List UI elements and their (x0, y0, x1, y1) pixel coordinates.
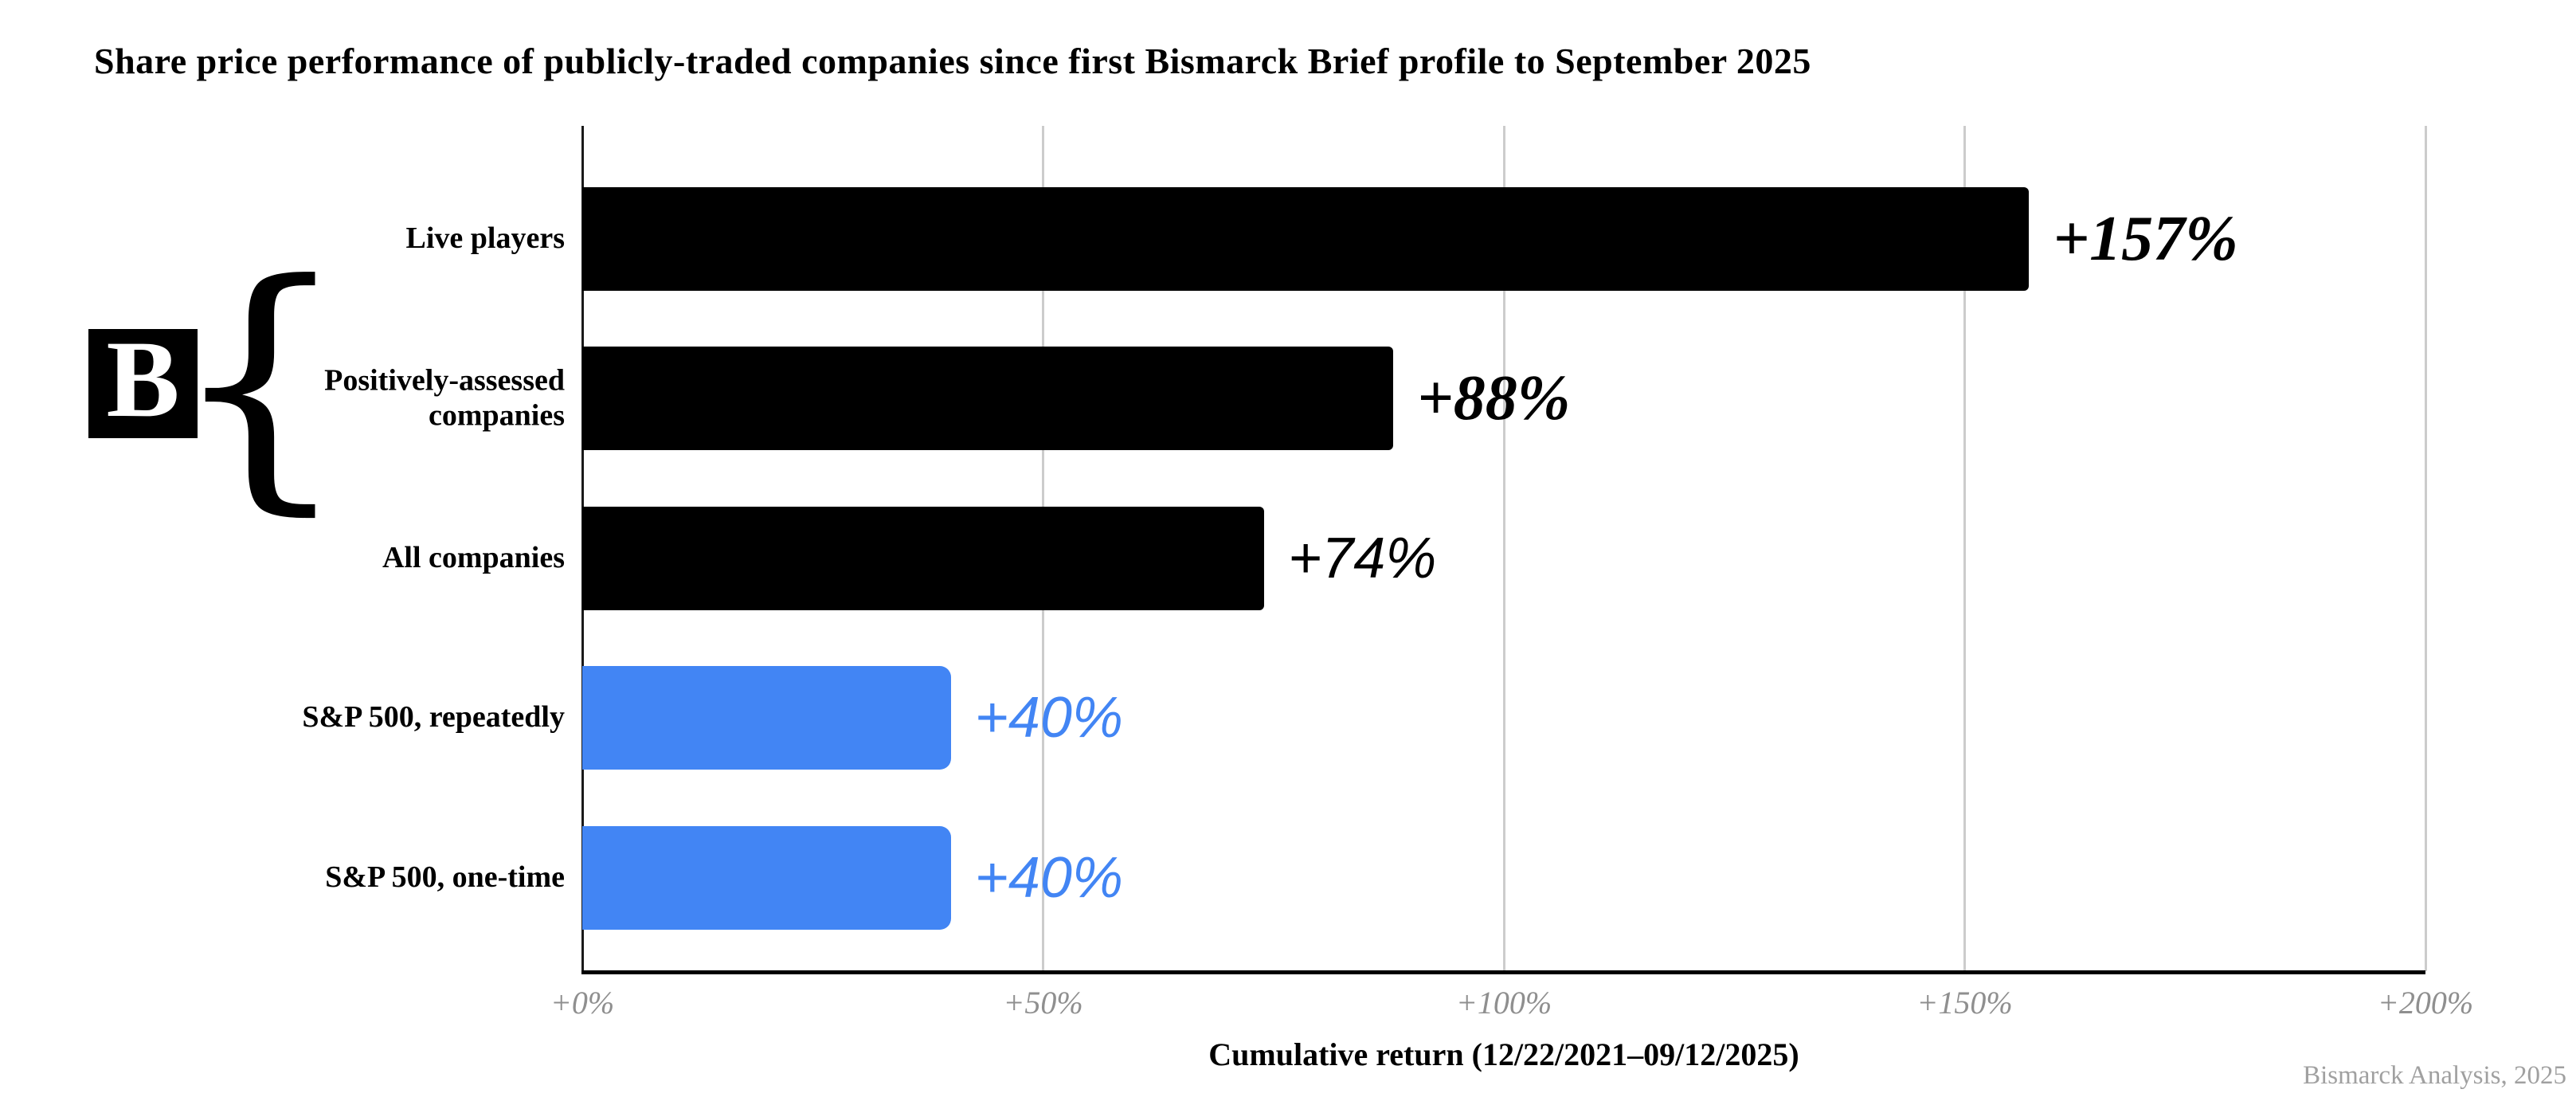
x-axis-baseline (581, 970, 2425, 974)
bar-live-players (582, 187, 2030, 291)
value-label-all-companies: +74% (1288, 527, 1437, 590)
chart-title: Share price performance of publicly-trad… (94, 41, 1811, 81)
category-label-s-p-500-repeatedly: S&P 500, repeatedly (302, 700, 565, 735)
bar-s-p-500-one-time (582, 826, 951, 930)
category-label-live-players: Live players (405, 221, 565, 256)
value-label-positively-assessed-companies: +88% (1417, 363, 1571, 433)
bar-positively-assessed-companies (582, 347, 1394, 450)
bismarck-logo: B (88, 323, 198, 438)
value-label-s-p-500-repeatedly: +40% (974, 686, 1123, 750)
value-label-live-players: +157% (2053, 204, 2238, 274)
plot-area: +0% +50% +100% +150% +200% Live players +157% P… (302, 126, 2473, 1021)
grouping-brace: { (170, 239, 351, 527)
x-tick-label-200: +200% (2377, 985, 2474, 1021)
gridline-200 (2424, 126, 2427, 971)
x-tick-label-100: +100% (1455, 985, 1552, 1021)
gridline-150 (1963, 126, 1966, 971)
x-tick-label-50: +50% (1003, 985, 1083, 1021)
category-label-positively-assessed-companies: Positively-assessed companies (324, 363, 565, 432)
x-tick-label-150: +150% (1916, 985, 2013, 1021)
source-attribution: Bismarck Analysis, 2025 (2303, 1061, 2566, 1090)
value-label-s-p-500-one-time: +40% (974, 846, 1123, 910)
bar-all-companies (582, 507, 1265, 610)
category-label-s-p-500-one-time: S&P 500, one-time (325, 860, 565, 895)
gridline-100 (1502, 126, 1505, 971)
bar-s-p-500-repeatedly (582, 666, 951, 770)
x-axis-title: Cumulative return (12/22/2021–09/12/2025… (1208, 1036, 1799, 1072)
x-tick-label-0: +0% (550, 985, 615, 1021)
brace-glyph: { (170, 227, 351, 539)
category-label-all-companies: All companies (382, 541, 565, 575)
bismarck-logo-letter: B (106, 317, 180, 440)
